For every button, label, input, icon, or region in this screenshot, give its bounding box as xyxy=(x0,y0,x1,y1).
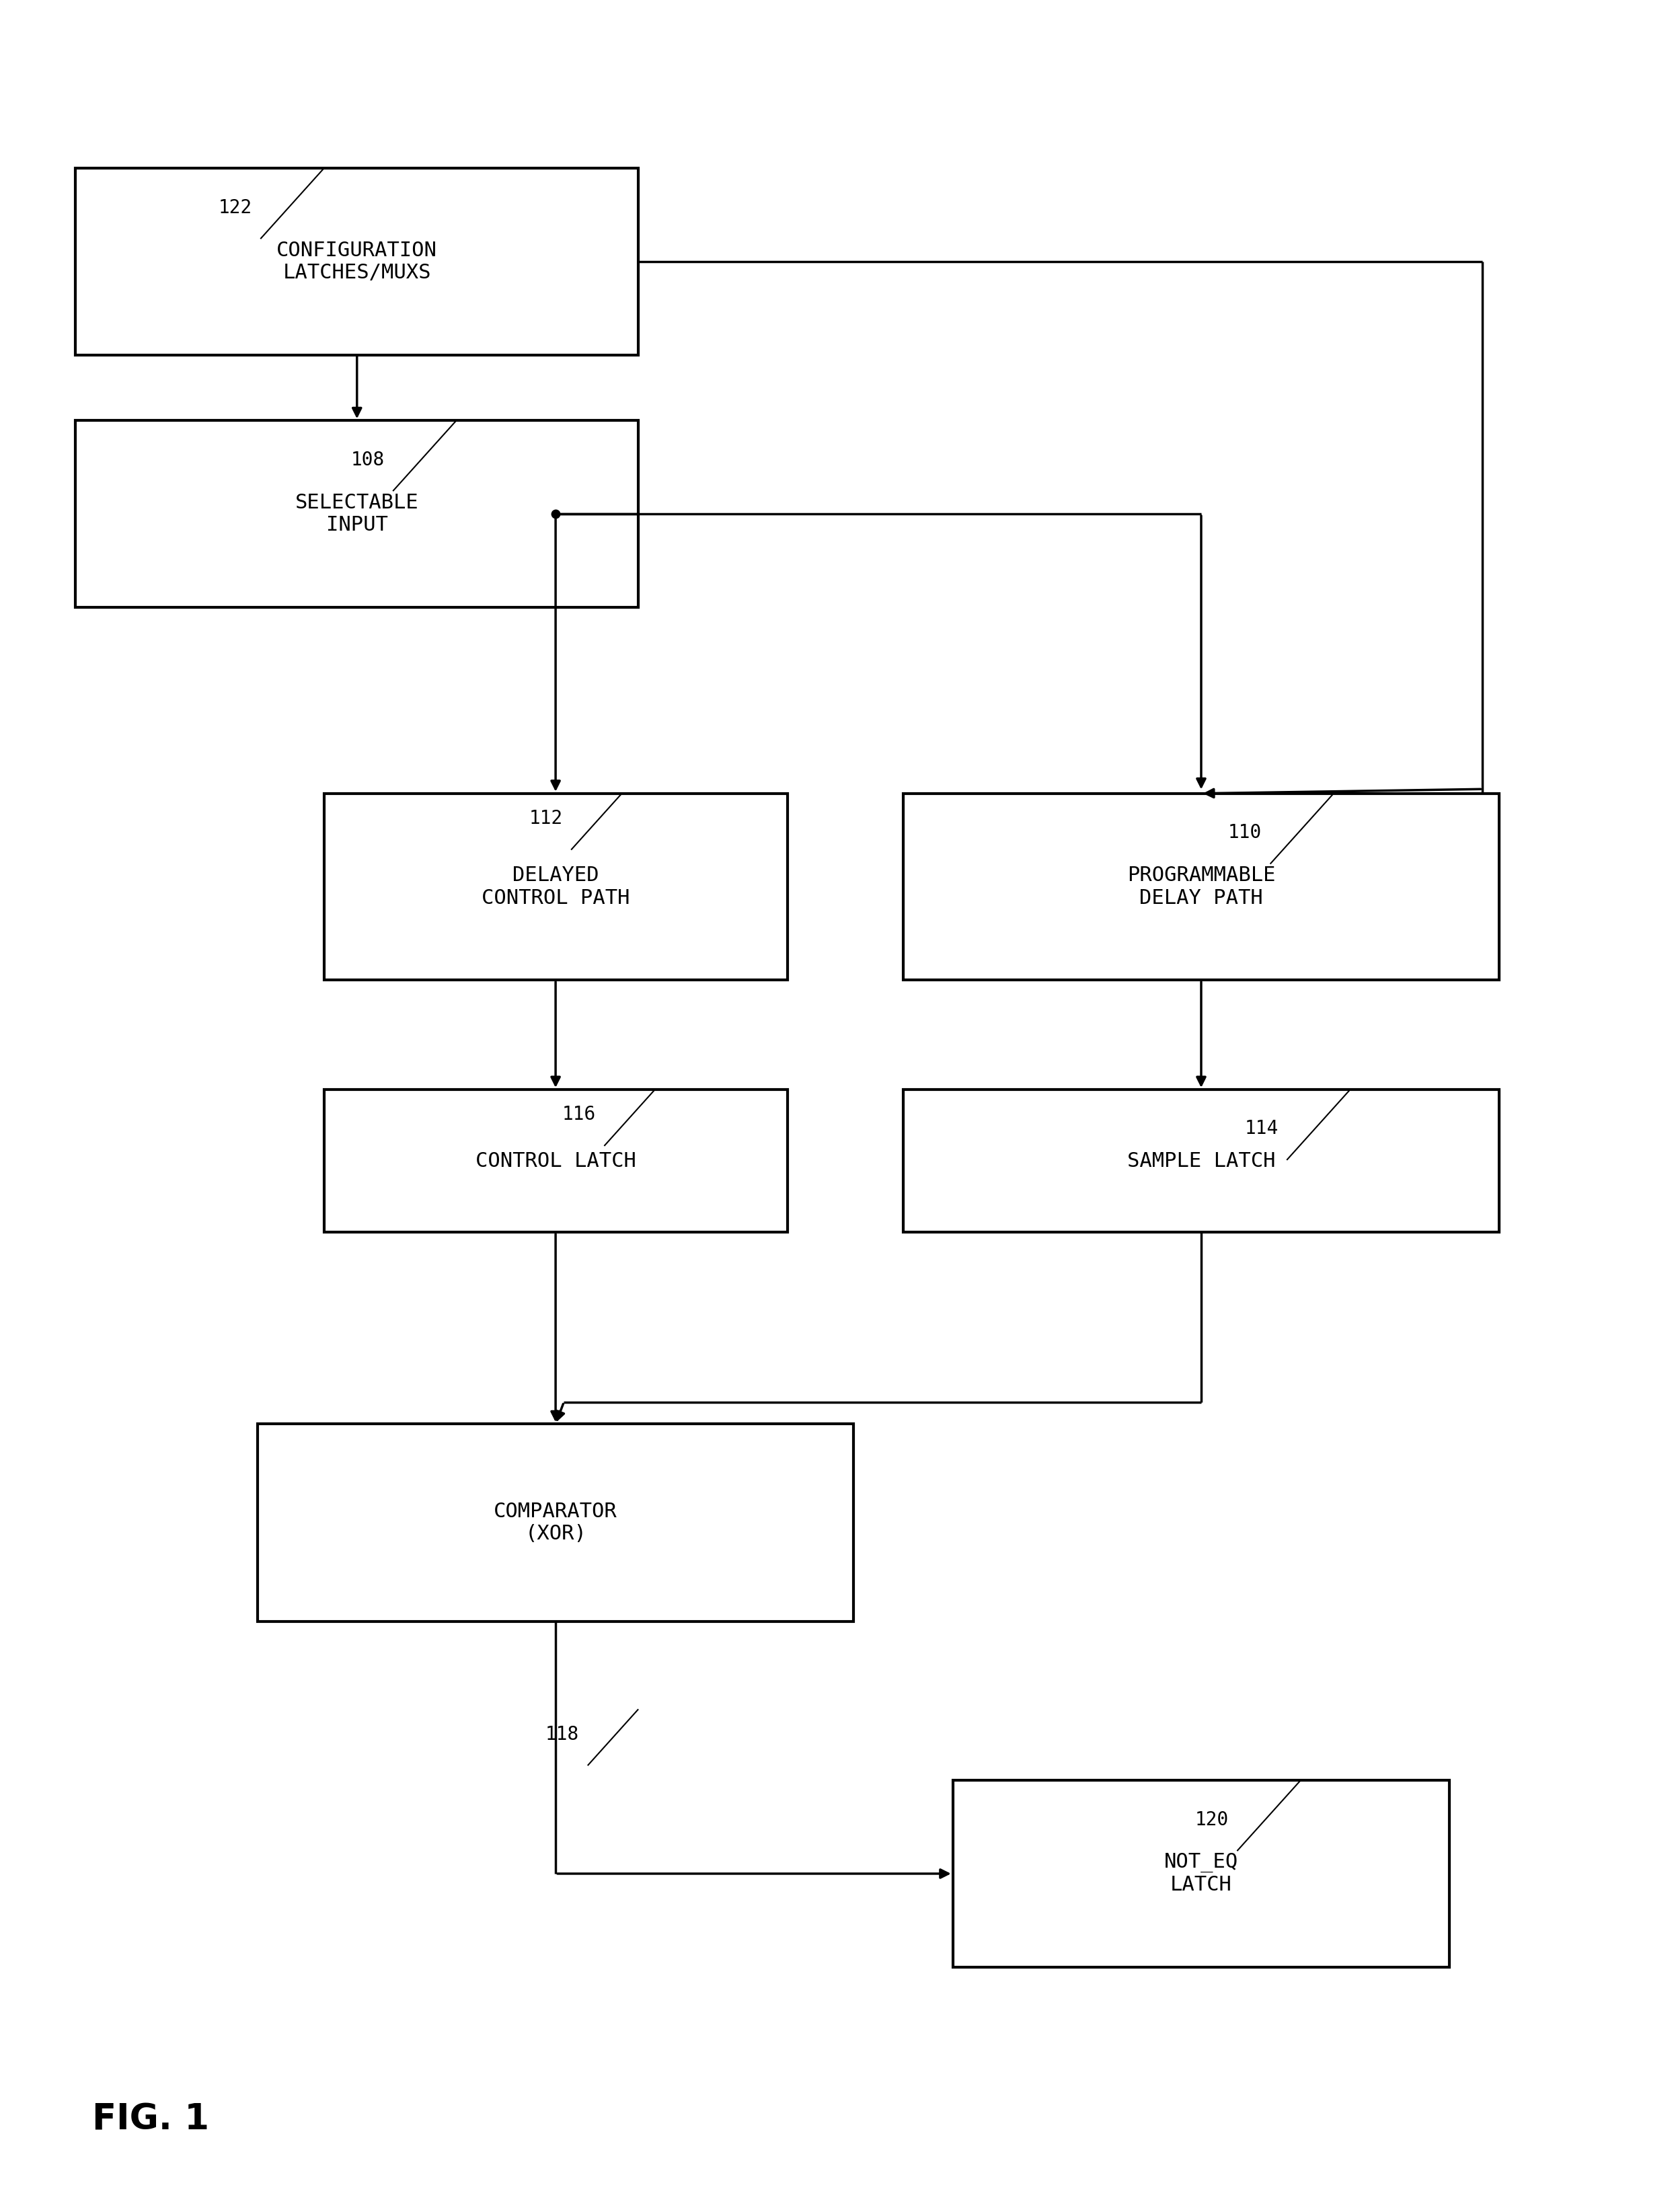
Text: 114: 114 xyxy=(1245,1119,1279,1139)
Bar xyxy=(904,794,1500,980)
Text: CONFIGURATION
LATCHES/MUXS: CONFIGURATION LATCHES/MUXS xyxy=(276,241,437,283)
Text: 120: 120 xyxy=(1195,1809,1229,1829)
Text: SAMPLE LATCH: SAMPLE LATCH xyxy=(1127,1150,1276,1170)
Bar xyxy=(904,1091,1500,1232)
Text: DELAYED
CONTROL PATH: DELAYED CONTROL PATH xyxy=(482,865,629,907)
Text: COMPARATOR
(XOR): COMPARATOR (XOR) xyxy=(494,1502,618,1544)
Text: 108: 108 xyxy=(352,451,385,469)
Bar xyxy=(323,794,787,980)
Text: FIG. 1: FIG. 1 xyxy=(92,2101,209,2137)
Text: 116: 116 xyxy=(562,1106,596,1124)
Bar xyxy=(75,168,638,354)
Text: CONTROL LATCH: CONTROL LATCH xyxy=(475,1150,636,1170)
Text: 118: 118 xyxy=(546,1725,579,1743)
Text: 110: 110 xyxy=(1229,823,1262,843)
Text: 112: 112 xyxy=(529,810,562,827)
Text: NOT_EQ
LATCH: NOT_EQ LATCH xyxy=(1163,1854,1239,1896)
Text: 122: 122 xyxy=(218,199,253,217)
Text: PROGRAMMABLE
DELAY PATH: PROGRAMMABLE DELAY PATH xyxy=(1127,865,1276,907)
Bar xyxy=(75,420,638,606)
Bar xyxy=(323,1091,787,1232)
Bar xyxy=(258,1425,854,1621)
Text: SELECTABLE
INPUT: SELECTABLE INPUT xyxy=(295,493,418,535)
Bar xyxy=(953,1781,1450,1966)
